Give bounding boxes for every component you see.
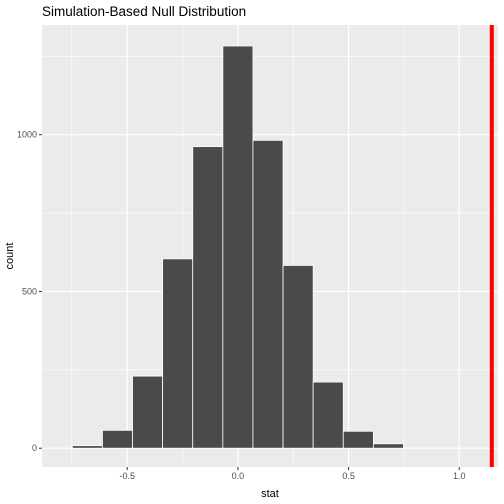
histogram-bar bbox=[252, 139, 284, 449]
x-tick-label: -0.5 bbox=[119, 471, 135, 481]
x-tick-label: 0.5 bbox=[342, 471, 355, 481]
x-tick-label: 1.0 bbox=[453, 471, 466, 481]
x-axis-ticks: -0.5 0.0 0.5 1.0 bbox=[119, 467, 466, 481]
y-tick-label: 1000 bbox=[17, 130, 37, 140]
y-tick-label: 500 bbox=[22, 286, 37, 296]
chart-title: Simulation-Based Null Distribution bbox=[42, 4, 246, 19]
histogram-bar bbox=[312, 381, 344, 449]
histogram-bar bbox=[222, 45, 254, 449]
y-axis-ticks: 0 500 1000 bbox=[17, 130, 42, 453]
histogram-bars bbox=[71, 45, 404, 449]
x-axis-title: stat bbox=[261, 488, 279, 500]
x-tick-label: 0.0 bbox=[232, 471, 245, 481]
y-axis-title: count bbox=[4, 243, 16, 270]
histogram-bar bbox=[192, 146, 224, 449]
histogram-bar bbox=[71, 445, 103, 449]
histogram-bar bbox=[162, 258, 194, 449]
histogram-bar bbox=[282, 265, 314, 449]
histogram-bar bbox=[342, 430, 374, 449]
histogram-bar bbox=[132, 375, 164, 449]
histogram-bar bbox=[372, 443, 404, 449]
histogram-bar bbox=[102, 429, 133, 449]
y-tick-label: 0 bbox=[32, 443, 37, 453]
